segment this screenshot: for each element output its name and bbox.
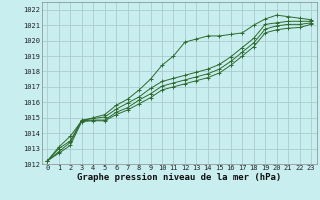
- X-axis label: Graphe pression niveau de la mer (hPa): Graphe pression niveau de la mer (hPa): [77, 173, 281, 182]
